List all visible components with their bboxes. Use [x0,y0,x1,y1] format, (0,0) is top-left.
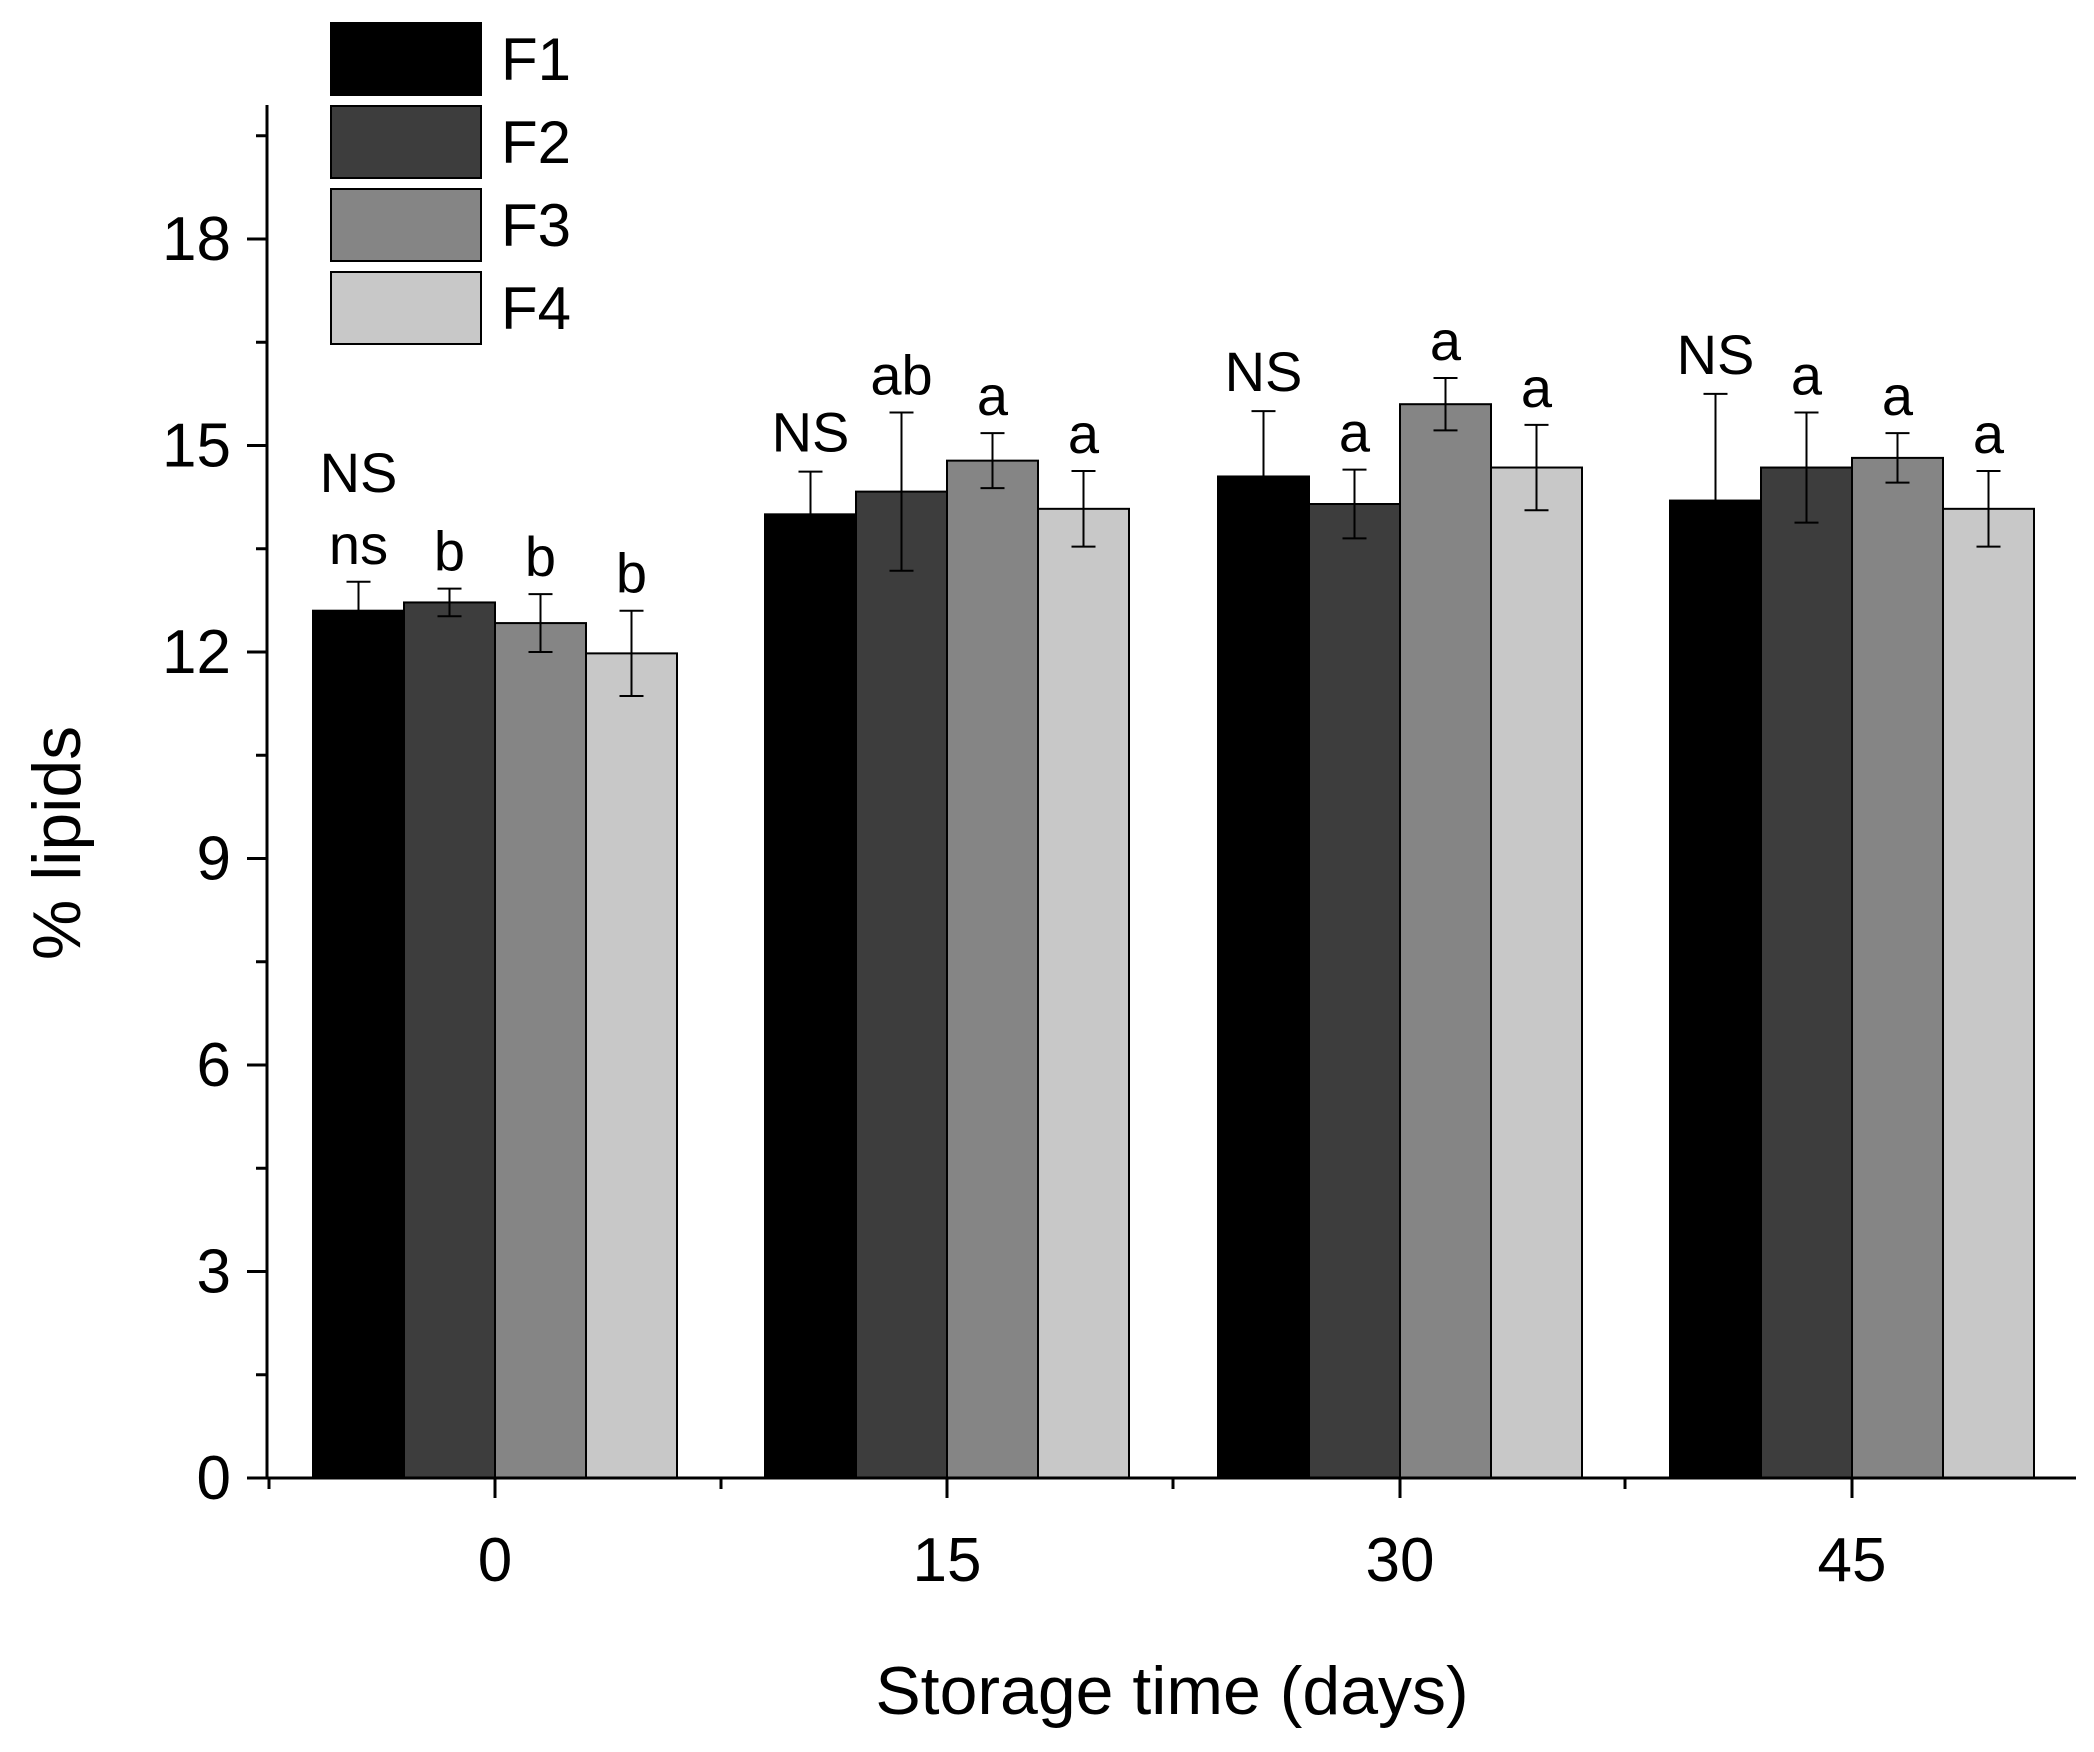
y-tick-label-0: 0 [197,1444,231,1513]
group-label-day-30: NS [1225,340,1303,403]
legend: F1 F2 F3 F4 [330,22,571,345]
legend-label-f1: F1 [501,26,571,93]
sig-label-f4-day-15: a [1068,402,1100,465]
sig-label-f4-day-45: a [1973,402,2005,465]
legend-swatch-f4 [330,271,482,345]
legend-swatch-f1 [330,22,482,96]
group-label-day-0: NS [320,441,398,504]
bar-f3-day-15 [946,459,1039,1480]
y-tick-label-12: 12 [162,618,231,687]
sig-label-f1-day-0: ns [329,513,388,576]
bar-f1-day-45 [1669,499,1762,1480]
legend-swatch-f2 [330,105,482,179]
bar-f3-day-30 [1399,403,1492,1480]
bar-f2-day-15 [855,490,948,1479]
bar-f4-day-15 [1037,507,1130,1479]
group-label-day-45: NS [1677,323,1755,386]
group-label-day-15: NS [772,401,850,464]
sig-label-f2-day-30: a [1339,401,1371,464]
bars-layer [312,403,2035,1480]
bar-f3-day-45 [1851,456,1944,1479]
x-tick-label-15: 15 [913,1526,982,1595]
bar-f2-day-30 [1308,503,1401,1479]
legend-label-f2: F2 [501,109,571,176]
x-tick-label-0: 0 [478,1526,512,1595]
errorbars-layer [346,377,2001,698]
bar-f4-day-30 [1490,466,1583,1479]
x-axis-title: Storage time (days) [875,1653,1468,1729]
y-tick-label-9: 9 [197,825,231,894]
sig-label-f3-day-0: b [525,525,556,588]
axes-layer: 0 3 6 9 12 15 18 0 15 30 45 [162,105,2076,1595]
y-tick-label-15: 15 [162,412,231,481]
legend-label-f4: F4 [501,275,571,342]
sig-label-f2-day-0: b [434,520,465,583]
bar-f1-day-15 [764,513,857,1479]
bar-f4-day-0 [585,652,678,1479]
bar-f2-day-0 [403,601,496,1479]
bar-f3-day-0 [494,622,587,1479]
bar-f1-day-30 [1217,475,1310,1480]
sig-label-f4-day-30: a [1521,356,1553,419]
sig-label-f3-day-45: a [1882,364,1914,427]
x-tick-label-30: 30 [1366,1526,1435,1595]
y-axis-title: % lipids [19,726,95,960]
y-tick-label-18: 18 [162,205,231,274]
sig-label-f4-day-0: b [616,542,647,605]
y-tick-label-6: 6 [197,1031,231,1100]
legend-swatch-f3 [330,188,482,262]
sig-label-f2-day-45: a [1791,343,1823,406]
bar-f4-day-45 [1942,507,2035,1479]
legend-label-f3: F3 [501,192,571,259]
sig-label-f2-day-15: ab [870,343,932,406]
y-tick-label-3: 3 [197,1238,231,1307]
x-tick-label-45: 45 [1818,1526,1887,1595]
sig-label-f3-day-30: a [1430,309,1462,372]
bar-f2-day-45 [1760,466,1853,1479]
sig-label-f3-day-15: a [977,364,1009,427]
bar-f1-day-0 [312,609,405,1479]
